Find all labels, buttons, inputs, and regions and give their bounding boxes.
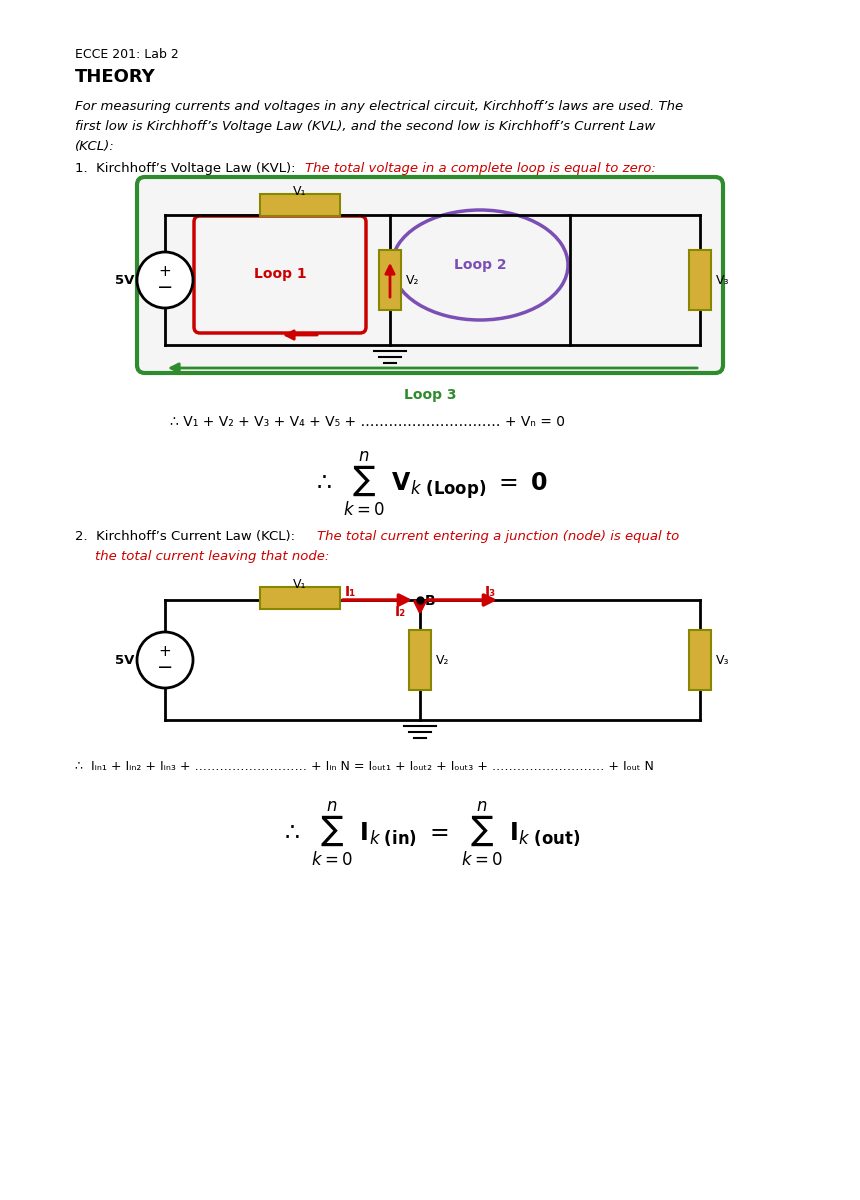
FancyBboxPatch shape	[689, 250, 711, 310]
Text: The total current entering a junction (node) is equal to: The total current entering a junction (n…	[317, 530, 679, 542]
Text: The total voltage in a complete loop is equal to zero:: The total voltage in a complete loop is …	[305, 162, 656, 175]
Text: I₁: I₁	[344, 584, 356, 599]
Text: +: +	[158, 644, 171, 660]
FancyBboxPatch shape	[689, 630, 711, 690]
FancyBboxPatch shape	[379, 250, 401, 310]
Text: $\therefore\ \sum_{k=0}^{n}\ \mathbf{V}_{k\ \mathbf{(Loop)}}\ =\ \mathbf{0}$: $\therefore\ \sum_{k=0}^{n}\ \mathbf{V}_…	[312, 450, 548, 518]
Text: the total current leaving that node:: the total current leaving that node:	[95, 550, 329, 563]
Text: −: −	[157, 278, 173, 298]
Text: I₂: I₂	[395, 605, 406, 619]
FancyBboxPatch shape	[260, 194, 340, 216]
Circle shape	[137, 632, 193, 688]
Text: −: −	[157, 659, 173, 678]
FancyBboxPatch shape	[409, 630, 431, 690]
Text: ∴  Iᵢₙ₁ + Iᵢₙ₂ + Iᵢₙ₃ + ……………………… + Iᵢₙ N = Iₒᵤₜ₁ + Iₒᵤₜ₂ + Iₒᵤₜ₃ + ……………………… + : ∴ Iᵢₙ₁ + Iᵢₙ₂ + Iᵢₙ₃ + ……………………… + Iᵢₙ N…	[75, 760, 654, 773]
Text: Loop 2: Loop 2	[454, 258, 507, 272]
Text: ∴ V₁ + V₂ + V₃ + V₄ + V₅ + ………………………… + Vₙ = 0: ∴ V₁ + V₂ + V₃ + V₄ + V₅ + ………………………… + …	[170, 415, 565, 428]
Text: I₃: I₃	[484, 584, 495, 599]
Text: V₁: V₁	[293, 185, 307, 198]
Text: THEORY: THEORY	[75, 68, 156, 86]
Text: (KCL):: (KCL):	[75, 140, 114, 152]
Text: ECCE 201: Lab 2: ECCE 201: Lab 2	[75, 48, 179, 61]
Text: For measuring currents and voltages in any electrical circuit, Kirchhoff’s laws : For measuring currents and voltages in a…	[75, 100, 683, 113]
Text: V₃: V₃	[716, 654, 729, 666]
Text: +: +	[158, 264, 171, 280]
Text: V₂: V₂	[406, 274, 420, 287]
Text: 5V: 5V	[115, 274, 135, 287]
FancyBboxPatch shape	[260, 587, 340, 608]
Text: 1.  Kirchhoff’s Voltage Law (KVL):: 1. Kirchhoff’s Voltage Law (KVL):	[75, 162, 300, 175]
Text: 2.  Kirchhoff’s Current Law (KCL):: 2. Kirchhoff’s Current Law (KCL):	[75, 530, 299, 542]
Text: V₃: V₃	[716, 274, 729, 287]
Text: $\therefore\ \sum_{k=0}^{n}\ \mathbf{I}_{k\ \mathbf{(in)}}\ =\ \sum_{k=0}^{n}\ \: $\therefore\ \sum_{k=0}^{n}\ \mathbf{I}_…	[280, 800, 580, 869]
Text: V₂: V₂	[436, 654, 450, 666]
Text: first low is Kirchhoff’s Voltage Law (KVL), and the second low is Kirchhoff’s Cu: first low is Kirchhoff’s Voltage Law (KV…	[75, 120, 655, 133]
Text: B: B	[425, 594, 436, 608]
Text: Loop 1: Loop 1	[254, 266, 306, 281]
Text: V₁: V₁	[293, 578, 307, 590]
Text: 5V: 5V	[115, 654, 135, 666]
Text: Loop 3: Loop 3	[403, 388, 457, 402]
Circle shape	[137, 252, 193, 308]
FancyBboxPatch shape	[137, 176, 723, 373]
